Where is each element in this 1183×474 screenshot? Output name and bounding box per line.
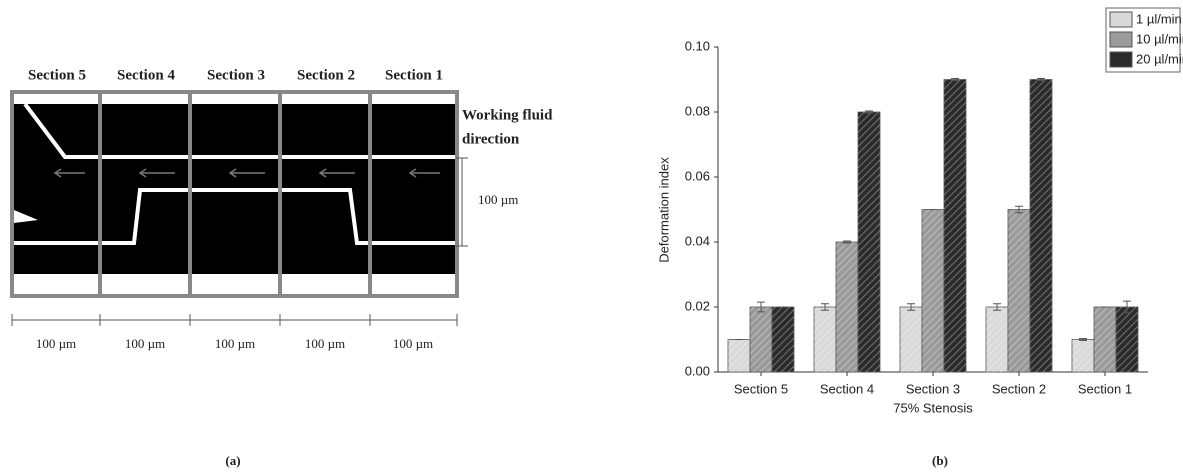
legend-label: 10 µl/min: [1136, 31, 1183, 46]
bar-hatch: [900, 307, 922, 372]
section-label: Section 3: [207, 67, 265, 83]
scale-label: 100 µm: [215, 336, 255, 351]
bar-hatch: [750, 307, 772, 372]
x-tick-label: Section 1: [1078, 381, 1132, 396]
caption: (a): [225, 453, 240, 468]
y-tick-label: 0.08: [685, 103, 710, 118]
legend-label: 20 µl/min: [1136, 51, 1183, 66]
microchannel-diagram: Section 5 Section 4 Section 3 Section 2 …: [12, 67, 553, 351]
scale-bar: [12, 314, 457, 326]
section-label: Section 5: [28, 67, 86, 83]
y-axis-label: Deformation index: [656, 157, 671, 263]
scale-label: 100 µm: [393, 336, 433, 351]
y-tick-label: 0.00: [685, 363, 710, 378]
bar-hatch: [814, 307, 836, 372]
bar-hatch: [728, 340, 750, 373]
bar-hatch: [858, 112, 880, 372]
bar-hatch: [986, 307, 1008, 372]
bar-hatch: [1030, 80, 1052, 373]
section-label: Section 2: [297, 67, 355, 83]
height-label: 100 µm: [478, 192, 518, 207]
legend-swatch: [1110, 12, 1132, 27]
bar-hatch: [772, 307, 794, 372]
bar-hatch: [922, 210, 944, 373]
x-tick-label: Section 2: [992, 381, 1046, 396]
bar-hatch: [1072, 340, 1094, 373]
figure: Section 5 Section 4 Section 3 Section 2 …: [0, 0, 1183, 474]
flow-label: direction: [462, 131, 520, 147]
flow-label: Working fluid: [462, 107, 553, 123]
legend-label: 1 µl/min: [1136, 11, 1182, 26]
bar-hatch: [1116, 307, 1138, 372]
y-tick-label: 0.04: [685, 233, 710, 248]
scale-label: 100 µm: [36, 336, 76, 351]
bar-hatch: [1094, 307, 1116, 372]
x-tick-label: Section 4: [820, 381, 874, 396]
caption: (b): [932, 453, 948, 468]
legend-swatch: [1110, 52, 1132, 67]
x-tick-label: Section 3: [906, 381, 960, 396]
scale-label: 100 µm: [305, 336, 345, 351]
y-tick-label: 0.10: [685, 38, 710, 53]
y-tick-label: 0.06: [685, 168, 710, 183]
section-label: Section 1: [385, 67, 443, 83]
scale-label: 100 µm: [125, 336, 165, 351]
x-tick-label: Section 5: [734, 381, 788, 396]
bar-hatch: [836, 242, 858, 372]
section-label: Section 4: [117, 67, 175, 83]
legend-swatch: [1110, 32, 1132, 47]
page: Section 5 Section 4 Section 3 Section 2 …: [0, 0, 1183, 474]
bar-hatch: [944, 80, 966, 373]
y-tick-label: 0.02: [685, 298, 710, 313]
bar-hatch: [1008, 210, 1030, 373]
x-axis-label: 75% Stenosis: [893, 400, 973, 415]
